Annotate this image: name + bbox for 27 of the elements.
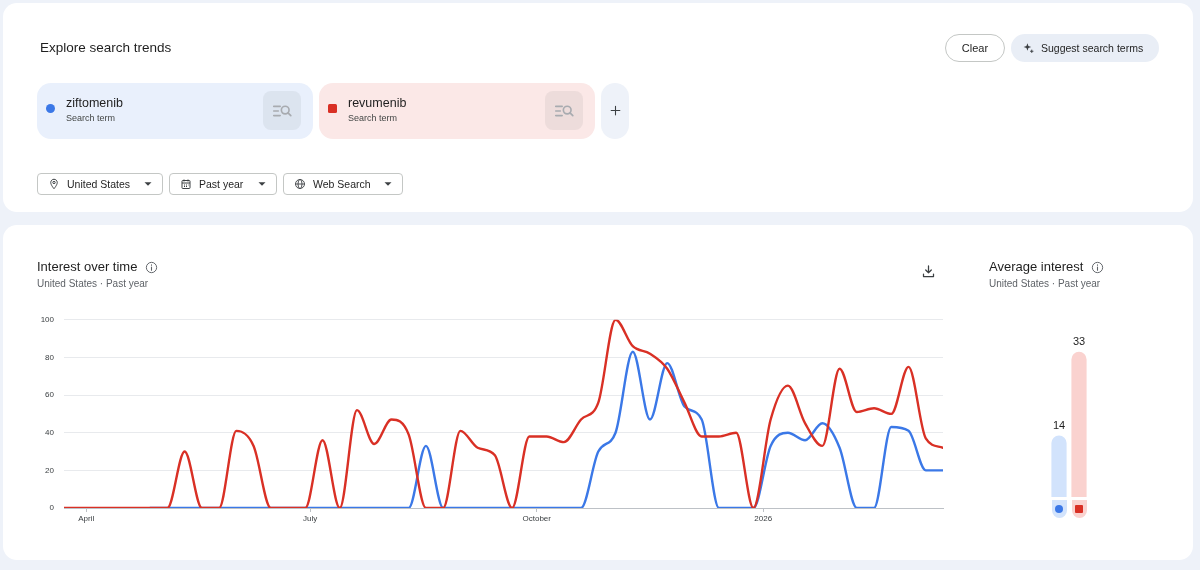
chart-subtitle: United States · Past year bbox=[989, 278, 1101, 290]
line-series bbox=[64, 319, 943, 508]
legend-label: revumenib bbox=[348, 96, 407, 111]
text: Past year bbox=[199, 178, 244, 191]
y-tick-label: 40 bbox=[45, 427, 55, 437]
chart-title: Average interest bbox=[989, 259, 1084, 275]
text: Search term bbox=[66, 113, 116, 124]
data-label: 33 bbox=[1072, 335, 1086, 348]
y-tick-label: 20 bbox=[45, 465, 55, 475]
x-tick-label: April bbox=[78, 514, 95, 523]
y-tick-label: 100 bbox=[40, 315, 55, 324]
text: Search term bbox=[348, 113, 398, 124]
y-tick-label: 0 bbox=[49, 503, 55, 513]
y-tick-label: 80 bbox=[45, 352, 55, 362]
y-tick-label: 60 bbox=[45, 390, 55, 400]
chart-subtitle: United States · Past year bbox=[37, 278, 149, 290]
x-tick-label: October bbox=[522, 514, 552, 523]
chart-title: Interest over time bbox=[37, 259, 138, 275]
text: United States bbox=[67, 178, 131, 191]
x-tick-label: 2026 bbox=[754, 514, 773, 523]
legend-label: ziftomenib bbox=[66, 96, 123, 111]
data-label: 14 bbox=[1052, 418, 1066, 431]
x-tick-label: July bbox=[303, 514, 318, 523]
text: Clear bbox=[961, 42, 989, 55]
text: Web Search bbox=[313, 178, 371, 191]
text: Explore search trends bbox=[40, 40, 172, 56]
text: Suggest search terms bbox=[1041, 42, 1144, 55]
